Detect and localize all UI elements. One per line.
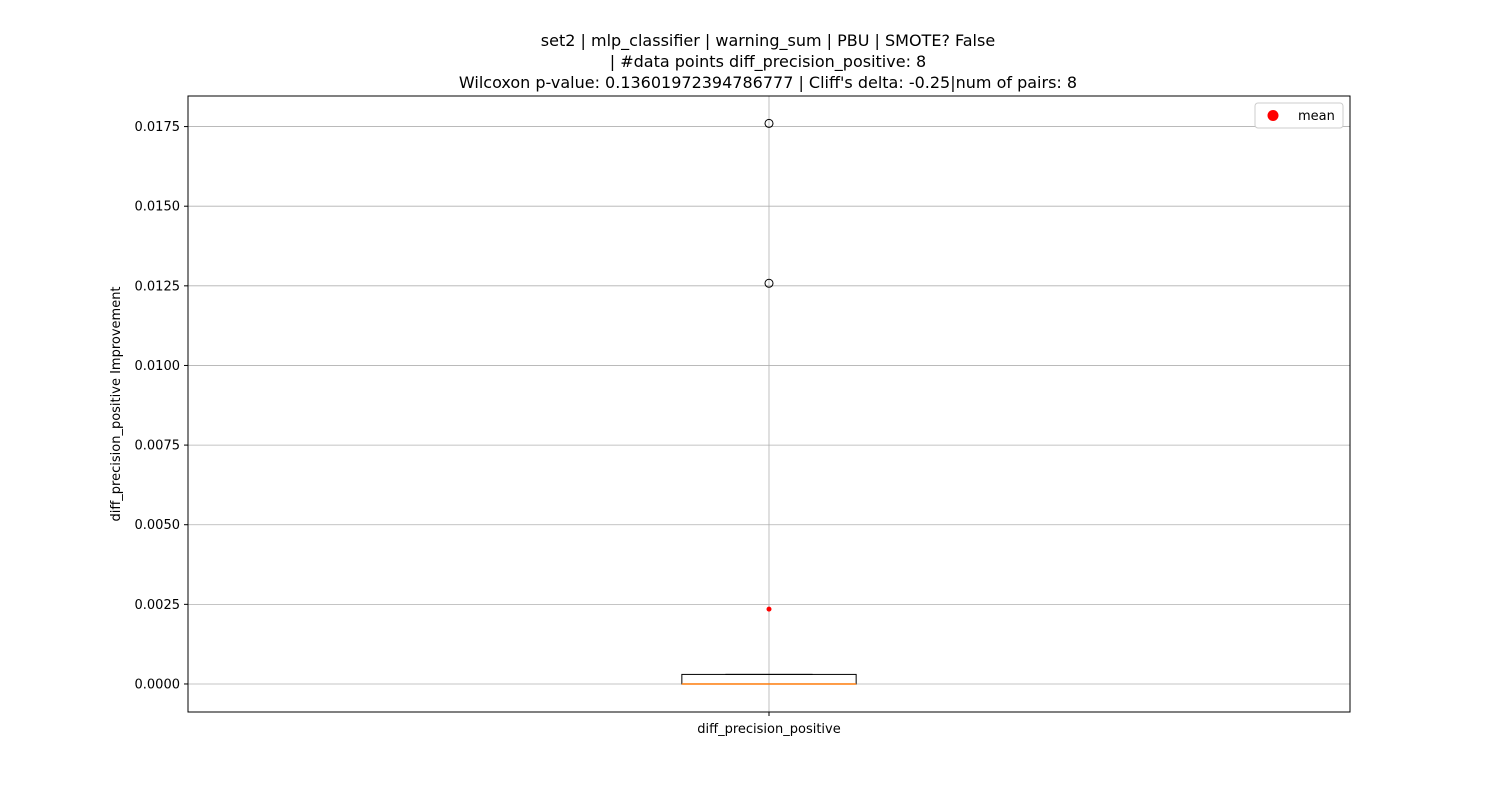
y-tick-label: 0.0175 <box>135 120 181 135</box>
legend-mean-label: mean <box>1298 109 1335 124</box>
mean-point <box>766 606 772 612</box>
y-tick-label: 0.0125 <box>135 279 181 294</box>
outlier-point <box>764 118 774 128</box>
y-tick-label: 0.0000 <box>135 677 181 692</box>
plot-area-frame <box>187 95 1351 713</box>
outlier-point <box>764 278 774 288</box>
title-line-1: set2 | mlp_classifier | warning_sum | PB… <box>541 31 995 51</box>
y-axis-label: diff_precision_positive Improvement <box>109 286 124 521</box>
grid-lines <box>188 96 1350 712</box>
y-tick-label: 0.0150 <box>135 200 181 215</box>
y-tick-label: 0.0050 <box>135 518 181 533</box>
title-line-3: Wilcoxon p-value: 0.13601972394786777 | … <box>459 73 1077 92</box>
y-tick-label: 0.0100 <box>135 359 181 374</box>
legend-mean-marker <box>1267 110 1279 121</box>
title-line-2: | #data points diff_precision_positive: … <box>610 52 926 72</box>
legend-box <box>1254 102 1344 129</box>
y-axis-ticks: 0.0000 0.0025 0.0050 0.0075 0.0100 0.0125 0.01… <box>135 120 188 692</box>
x-tick-label: diff_precision_positive <box>697 722 840 737</box>
x-axis-ticks: diff_precision_positive <box>697 712 841 737</box>
y-tick-label: 0.0075 <box>135 439 181 454</box>
y-tick-label: 0.0025 <box>135 598 181 613</box>
box-series <box>681 118 857 685</box>
chart-title: set2 | mlp_classifier | warning_sum | PB… <box>459 31 1077 92</box>
legend: mean <box>1254 102 1344 129</box>
